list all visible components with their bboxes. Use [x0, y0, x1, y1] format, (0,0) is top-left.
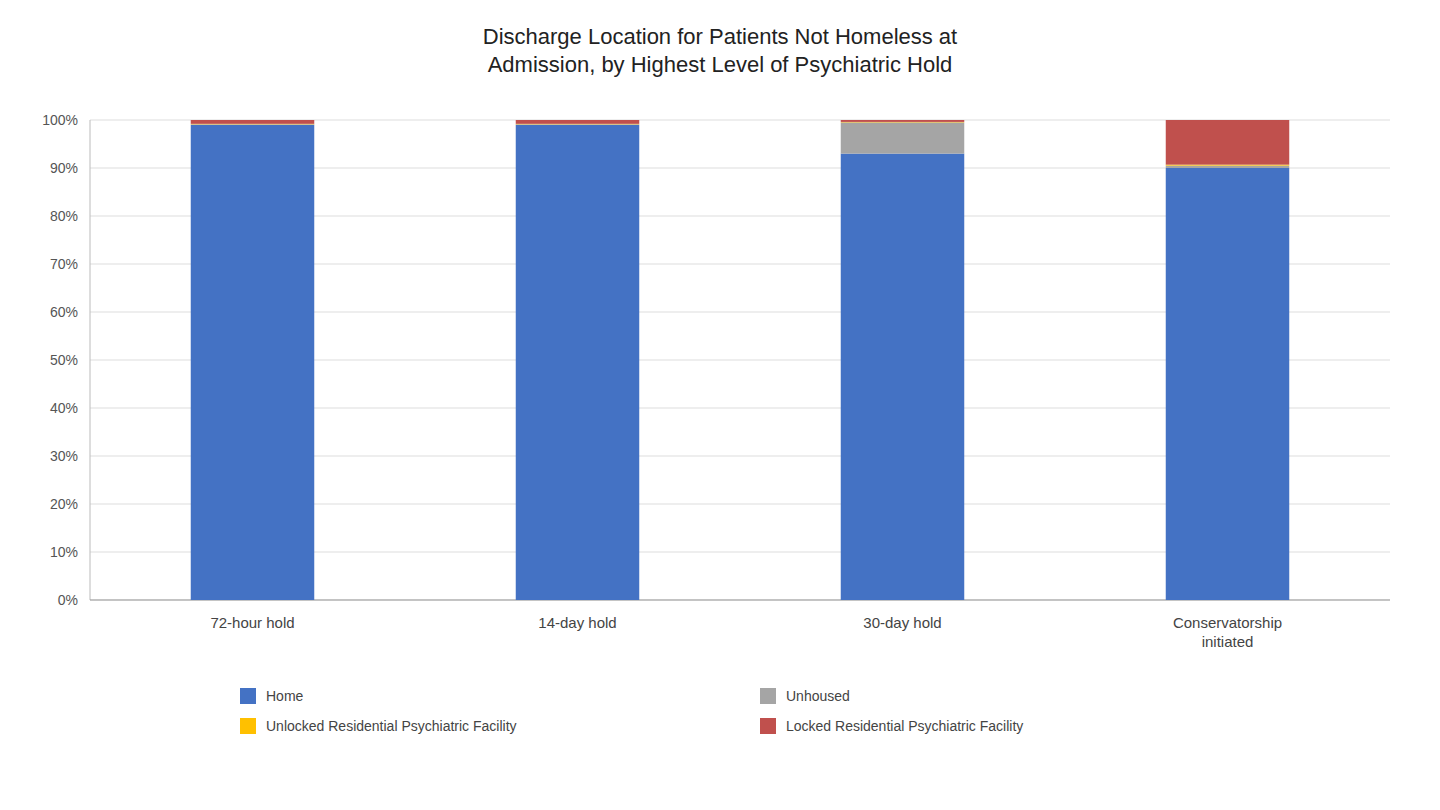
legend-swatch — [760, 718, 776, 734]
bar-segment — [841, 120, 965, 122]
legend-swatch — [240, 718, 256, 734]
bars — [191, 120, 1290, 600]
y-tick-label: 100% — [42, 112, 78, 128]
chart-svg: Discharge Location for Patients Not Home… — [0, 0, 1440, 810]
y-tick-label: 10% — [50, 544, 78, 560]
y-tick-label: 30% — [50, 448, 78, 464]
bar-segment — [191, 125, 315, 600]
bar-segment — [1166, 168, 1290, 600]
y-tick-label: 50% — [50, 352, 78, 368]
y-tick-label: 80% — [50, 208, 78, 224]
y-tick-label: 70% — [50, 256, 78, 272]
chart-container: Discharge Location for Patients Not Home… — [0, 0, 1440, 810]
bar-segment — [841, 154, 965, 600]
y-tick-label: 60% — [50, 304, 78, 320]
y-tick-label: 20% — [50, 496, 78, 512]
y-tick-label: 90% — [50, 160, 78, 176]
y-axis: 0% 10% 20% 30% 40% 50% 60% 70% 80% 90% 100% — [42, 112, 78, 608]
legend-label: Unlocked Residential Psychiatric Facilit… — [266, 718, 517, 734]
bar-segment — [516, 120, 640, 124]
legend-swatch — [240, 688, 256, 704]
bar-segment — [841, 122, 965, 153]
y-axis-line — [90, 120, 91, 600]
x-tick-label: 30-day hold — [863, 614, 941, 631]
chart-title: Discharge Location for Patients Not Home… — [483, 24, 957, 77]
bar-segment — [516, 125, 640, 600]
legend-label: Locked Residential Psychiatric Facility — [786, 718, 1023, 734]
bar-segment — [516, 124, 640, 125]
legend: Home Unhoused Unlocked Residential Psychia… — [240, 688, 1023, 734]
bar-segment — [1166, 120, 1290, 165]
grid — [90, 120, 1390, 600]
bar-segment — [191, 120, 315, 124]
y-tick-label: 40% — [50, 400, 78, 416]
y-tick-label: 0% — [58, 592, 78, 608]
bar-segment — [1166, 166, 1290, 168]
legend-label: Unhoused — [786, 688, 850, 704]
x-tick-label: 72-hour hold — [210, 614, 294, 631]
x-axis: 72-hour hold 14-day hold 30-day hold Conser… — [210, 614, 1282, 650]
x-tick-label: 14-day hold — [538, 614, 616, 631]
bar-segment — [191, 124, 315, 125]
x-tick-label: Conservatorshipinitiated — [1173, 614, 1282, 650]
legend-label: Home — [266, 688, 304, 704]
legend-swatch — [760, 688, 776, 704]
